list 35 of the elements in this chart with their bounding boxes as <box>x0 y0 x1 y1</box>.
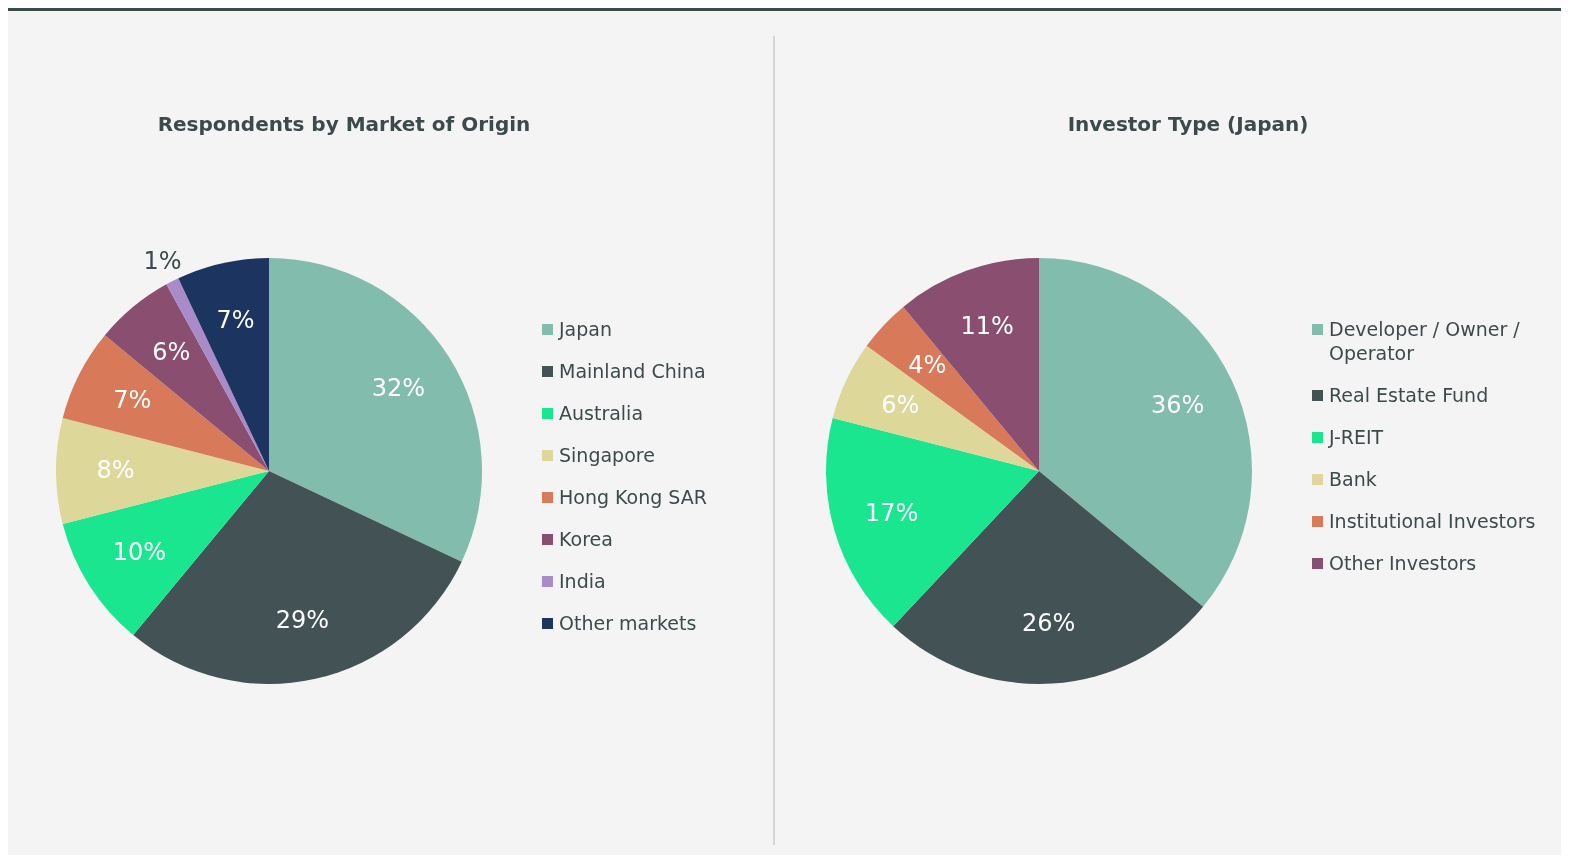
legend-label: Singapore <box>559 443 655 466</box>
pie-slice <box>56 418 269 524</box>
data-label: 32% <box>371 373 426 402</box>
legend-label: Other markets <box>559 611 697 634</box>
data-label: 29% <box>275 605 330 634</box>
legend-label: Australia <box>559 401 644 424</box>
data-label: 1% <box>143 247 182 276</box>
legend-label: Other Investors <box>1329 551 1477 574</box>
legend-label: Hong Kong SAR <box>559 485 707 508</box>
legend-label: J-REIT <box>1328 425 1384 448</box>
legend-label: Developer / Owner / Operator <box>1329 317 1521 364</box>
legend-label: Korea <box>559 527 613 550</box>
legend-label: Mainland China <box>559 359 706 382</box>
pie-slice <box>832 345 1039 471</box>
data-label: 8% <box>96 456 135 484</box>
data-label: 7% <box>216 306 255 335</box>
legend-label: Japan <box>558 317 612 340</box>
data-label: 6% <box>152 337 191 366</box>
data-label: 26% <box>1021 609 1076 638</box>
legend-label: Bank <box>1329 467 1377 490</box>
data-label: 36% <box>1151 390 1205 419</box>
chart-title: Investor Type (Japan) <box>1067 112 1309 136</box>
pie-slice <box>269 258 482 562</box>
data-label: 7% <box>113 386 152 415</box>
data-label: 11% <box>960 311 1014 340</box>
legend-label: India <box>559 569 606 592</box>
legend-label: Institutional Investors <box>1329 509 1536 532</box>
data-label: 10% <box>112 538 167 567</box>
data-label: 4% <box>908 351 947 380</box>
data-label: 6% <box>881 390 920 419</box>
pie-slice <box>866 306 1039 471</box>
legend-label: Real Estate Fund <box>1329 383 1489 406</box>
chart-title: Respondents by Market of Origin <box>157 112 531 136</box>
data-label: 17% <box>865 498 919 527</box>
pie-slice <box>1039 258 1252 607</box>
